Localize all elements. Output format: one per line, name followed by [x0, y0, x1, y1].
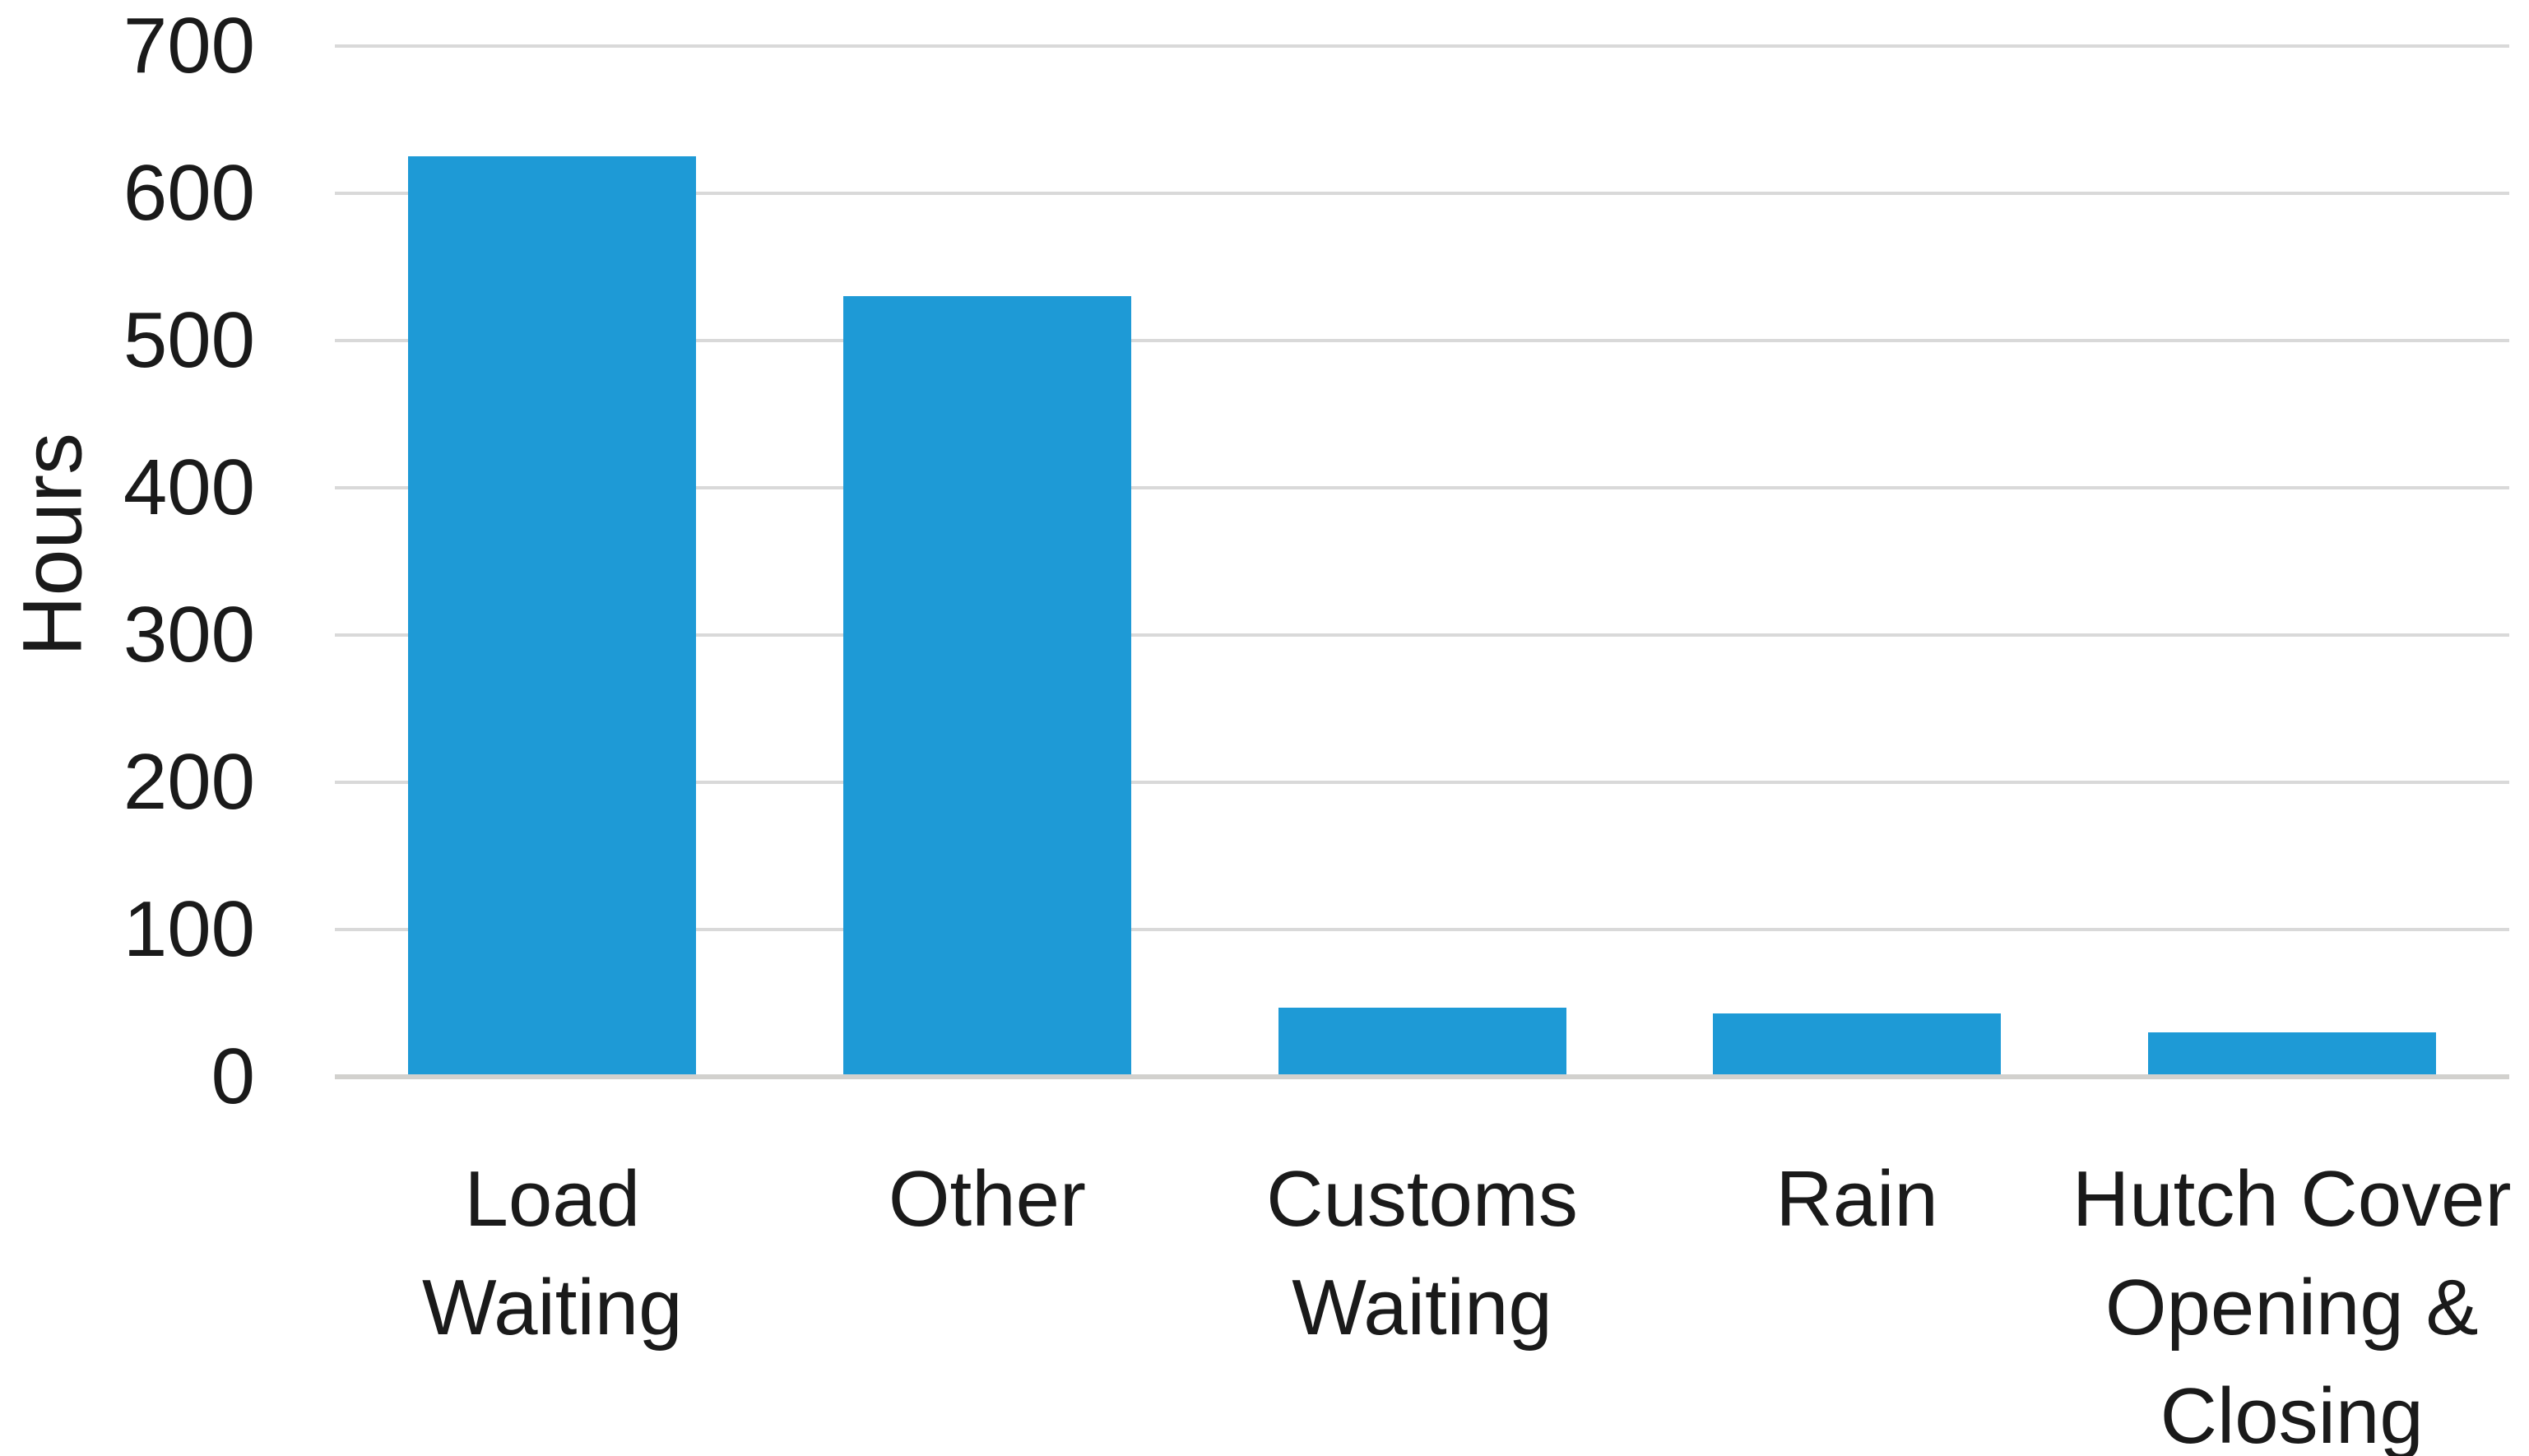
- y-tick-label-500: 500: [123, 296, 255, 384]
- x-category-label-customs-waiting: Customs Waiting: [1266, 1155, 1578, 1352]
- x-category-label-other: Other: [888, 1155, 1086, 1243]
- bar-hutch-cover-opening-closing: [2147, 1032, 2436, 1077]
- x-category-label-load-waiting: Load Waiting: [422, 1155, 683, 1352]
- gridline-400: [335, 486, 2509, 489]
- bar-rain: [1713, 1013, 2002, 1077]
- gridline-700: [335, 44, 2509, 48]
- y-tick-label-400: 400: [123, 443, 255, 531]
- gridline-100: [335, 928, 2509, 931]
- y-tick-label-700: 700: [123, 2, 255, 90]
- bar-customs-waiting: [1278, 1007, 1566, 1077]
- gridline-200: [335, 781, 2509, 784]
- bar-other: [842, 296, 1131, 1077]
- x-axis-line: [335, 1074, 2509, 1079]
- gridline-600: [335, 192, 2509, 195]
- x-category-label-hutch-cover-opening-closing: Hutch Cover Opening & Closing: [2072, 1155, 2512, 1456]
- gridline-500: [335, 339, 2509, 342]
- bar-load-waiting: [408, 156, 697, 1077]
- y-tick-label-100: 100: [123, 885, 255, 973]
- x-category-label-rain: Rain: [1775, 1155, 1938, 1243]
- y-tick-label-600: 600: [123, 149, 255, 237]
- y-tick-label-200: 200: [123, 738, 255, 826]
- y-tick-label-300: 300: [123, 591, 255, 679]
- gridline-300: [335, 633, 2509, 637]
- y-tick-label-0: 0: [211, 1032, 255, 1120]
